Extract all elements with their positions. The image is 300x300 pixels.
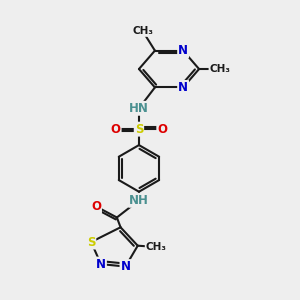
Text: O: O: [111, 123, 121, 136]
Text: O: O: [91, 200, 101, 213]
Text: N: N: [96, 258, 106, 271]
Text: S: S: [87, 236, 95, 248]
Text: N: N: [178, 81, 188, 94]
Text: CH₃: CH₃: [209, 64, 230, 74]
Text: N: N: [121, 260, 130, 273]
Text: CH₃: CH₃: [132, 26, 153, 36]
Text: S: S: [135, 123, 143, 136]
Text: HN: HN: [129, 102, 149, 115]
Text: N: N: [178, 44, 188, 57]
Text: NH: NH: [129, 194, 149, 207]
Text: O: O: [157, 123, 167, 136]
Text: CH₃: CH₃: [146, 242, 167, 252]
